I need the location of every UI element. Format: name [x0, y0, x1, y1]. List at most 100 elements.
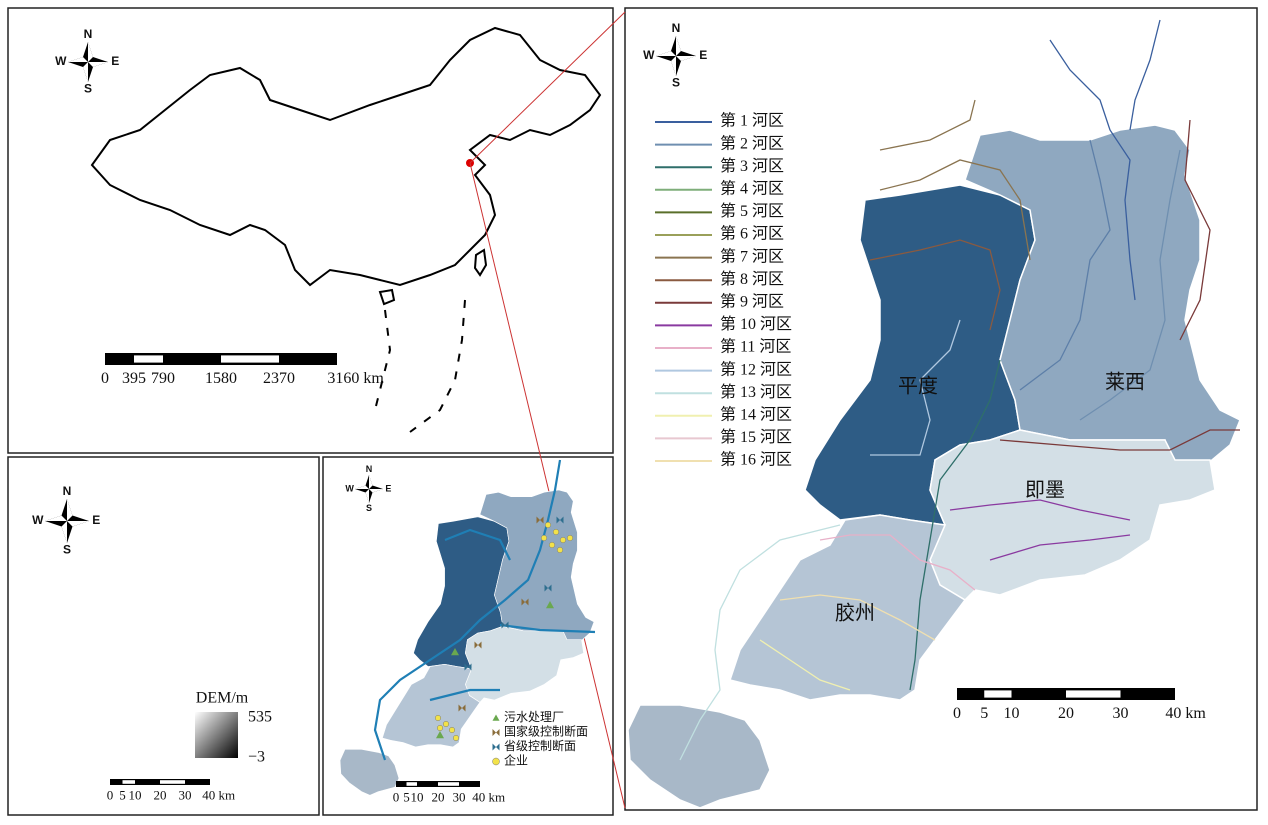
region-label: 胶州: [835, 602, 875, 625]
scale-label: 20: [432, 790, 445, 805]
compass-label: N: [84, 27, 93, 41]
compass-rose: [68, 42, 108, 82]
legend-label: 第 16 河区: [720, 451, 792, 469]
circle-symbol: [452, 734, 460, 742]
triangle-symbol: [436, 731, 444, 739]
scale-label: 40 km: [1165, 705, 1206, 722]
scale-bar-segment: [134, 355, 163, 363]
compass-rose: [355, 475, 383, 503]
compass-label: N: [63, 484, 72, 498]
scale-label: 20: [154, 788, 167, 803]
legend-label: 第 4 河区: [720, 179, 784, 197]
legend-label: 省级控制断面: [504, 738, 576, 753]
legend-label: 第 6 河区: [720, 225, 784, 243]
scale-label: 40 km: [202, 788, 235, 803]
region-label: 平度: [898, 375, 938, 398]
circle-symbol: [566, 534, 574, 542]
panel-frame: [7, 7, 614, 454]
compass-label: E: [92, 513, 100, 527]
scale-bar-segment: [1066, 690, 1121, 698]
compass-label: S: [366, 503, 372, 513]
circle-symbol: [559, 536, 567, 544]
scale-bar-segment: [438, 782, 459, 786]
dem-legend-ramp: [195, 712, 238, 758]
circle-symbol: [448, 726, 456, 734]
zoom-line: [469, 162, 626, 809]
scale-bar-segment: [122, 780, 135, 784]
legend-label: 国家级控制断面: [504, 723, 588, 738]
scale-label: 395: [122, 370, 146, 387]
triangle-symbol: [492, 714, 500, 721]
legend-label: 第 1 河区: [720, 112, 784, 130]
legend-label: 第 8 河区: [720, 270, 784, 288]
panel-frame: [322, 456, 614, 816]
scale-label: 5: [403, 790, 410, 805]
scale-label: 0: [953, 705, 961, 722]
circle-symbol: [436, 724, 444, 732]
region-label: 莱西: [1105, 371, 1145, 394]
scale-label: 30: [179, 788, 192, 803]
scale-label: 0: [107, 788, 114, 803]
scale-label: 30: [1113, 705, 1129, 722]
legend-label: 第 12 河区: [720, 360, 792, 378]
scale-label: 10: [129, 788, 142, 803]
scale-label: 10: [1004, 705, 1020, 722]
legend-label: 第 14 河区: [720, 405, 792, 423]
legend-label: 第 2 河区: [720, 134, 784, 152]
compass-rose: [656, 36, 696, 76]
legend-label: 污水处理厂: [504, 710, 564, 724]
circle-symbol: [442, 720, 450, 728]
bowtie-symbol: [501, 621, 509, 629]
compass-label: N: [366, 464, 373, 474]
compass-label: W: [32, 513, 44, 527]
scale-bar-segment: [221, 355, 279, 363]
legend-label: 第 10 河区: [720, 315, 792, 333]
compass-label: W: [55, 54, 67, 68]
legend-label: 第 13 河区: [720, 383, 792, 401]
scale-label: 790: [151, 370, 175, 387]
triangle-symbol: [451, 648, 459, 656]
compass-rose: [355, 475, 383, 503]
scale-label: 5: [119, 788, 126, 803]
circle-symbol: [544, 521, 552, 529]
bowtie-symbol: [474, 641, 482, 649]
circle-symbol: [556, 546, 564, 554]
scale-label: 30: [453, 790, 466, 805]
scale-label: 40 km: [472, 790, 505, 805]
zoom-line: [469, 11, 626, 164]
scale-label: 0: [393, 790, 400, 805]
scale-label: 20: [1058, 705, 1074, 722]
dem-legend-max: 535: [248, 709, 272, 726]
scale-label: 1580: [205, 370, 237, 387]
circle-symbol: [552, 528, 560, 536]
circle-symbol: [434, 714, 442, 722]
scale-label: 3160 km: [327, 370, 384, 387]
compass-label: W: [345, 483, 354, 493]
legend-label: 第 11 河区: [720, 338, 791, 356]
bowtie-symbol: [536, 516, 544, 524]
china-outline: [90, 26, 602, 433]
bowtie-symbol: [544, 584, 552, 592]
triangle-symbol: [546, 601, 554, 609]
legend-label: 第 3 河区: [720, 157, 784, 175]
circle-symbol: [492, 757, 500, 766]
compass-label: S: [84, 81, 92, 95]
scale-bar-segment: [406, 782, 417, 786]
compass-label: E: [385, 483, 391, 493]
facility-symbols: [434, 516, 574, 742]
facility-rivers: [373, 459, 596, 761]
circle-symbol: [540, 534, 548, 542]
bowtie-symbol: [464, 663, 472, 671]
panel-frame: [624, 7, 1258, 811]
scale-label: 5: [980, 705, 988, 722]
compass-label: N: [672, 21, 681, 35]
bowtie-symbol: [492, 729, 500, 736]
compass-label: E: [699, 48, 707, 62]
scale-bar-segment: [984, 690, 1012, 698]
compass-label: S: [672, 75, 680, 89]
compass-label: W: [643, 48, 655, 62]
panel-frame: [7, 456, 320, 816]
dem-legend-title: DEM/m: [196, 690, 249, 707]
